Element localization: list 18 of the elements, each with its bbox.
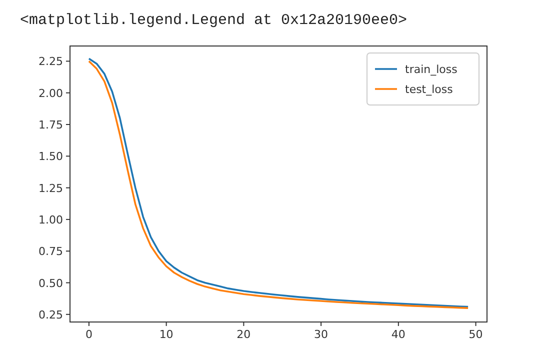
legend-label: test_loss [405, 83, 454, 96]
y-tick-label: 0.50 [38, 276, 63, 290]
y-tick-label: 0.75 [38, 245, 63, 258]
y-tick-label: 2.25 [38, 55, 63, 68]
x-tick-label: 20 [236, 328, 251, 341]
y-tick-label: 1.00 [38, 213, 63, 226]
x-tick-label: 50 [468, 328, 483, 341]
y-tick-label: 1.50 [38, 150, 63, 164]
legend-label: train_loss [405, 63, 458, 76]
y-tick-label: 1.25 [38, 182, 63, 195]
x-tick-label: 10 [159, 328, 174, 341]
text: <matplotlib.legend.Legend at 0x12a20190ee0> [20, 12, 408, 29]
y-tick-label: 1.75 [38, 118, 63, 132]
x-tick-label: 30 [314, 328, 328, 341]
y-tick-label: 2.00 [38, 86, 63, 100]
y-tick-label: 0.25 [38, 308, 63, 322]
x-tick-label: 0 [85, 328, 92, 341]
x-tick-label: 40 [391, 328, 406, 341]
